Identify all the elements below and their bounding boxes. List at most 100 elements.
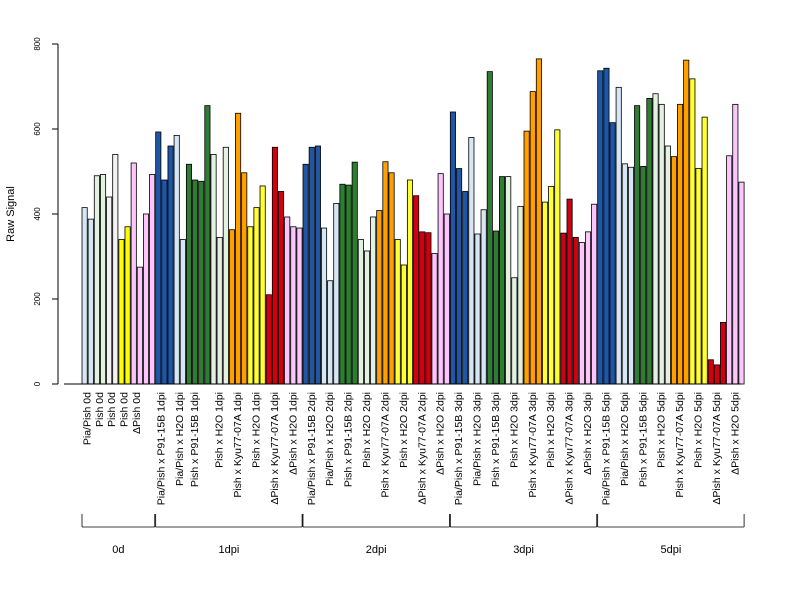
bar-0d-4-1 [136, 266, 143, 385]
category-label: Pia/Pish x H2O 5dpi [619, 392, 631, 486]
category-label: Pish x Kyu77-07A 1dpi [232, 392, 244, 498]
bar-2dpi-5-1 [400, 264, 407, 385]
bar-0d-3-1 [124, 226, 131, 385]
group-label-2dpi: 2dpi [366, 544, 387, 556]
group-brackets-layer: 0d 1dpi 2dpi 3dpi 5dpi [81, 514, 745, 556]
bar-1dpi-4-0 [204, 105, 211, 385]
bar-3dpi-6-2 [572, 236, 579, 385]
bar-5dpi-6-0 [707, 359, 714, 385]
bar-0d-4-0 [130, 162, 137, 385]
bar-2dpi-6-2 [425, 232, 432, 385]
group-label-0d: 0d [112, 544, 124, 556]
bar-0d-1-1 [100, 174, 107, 385]
category-label: Pish x Kyu77-07A 3dpi [527, 392, 539, 498]
group-label-3dpi: 3dpi [513, 544, 534, 556]
bar-5dpi-4-0 [670, 156, 677, 385]
y-tick-label: 600 [33, 122, 42, 136]
y-axis-title: Raw Signal [5, 186, 17, 242]
category-label: ΔPish x H2O 5dpi [729, 392, 741, 475]
category-label: Pish x P91-15B 1dpi [189, 392, 201, 487]
bar-1dpi-7-0 [247, 226, 254, 385]
bar-1dpi-7-1 [253, 207, 260, 385]
category-label: Pish x H2O 5dpi [693, 392, 705, 468]
bar-3dpi-4-1 [529, 91, 536, 385]
bar-2dpi-2-2 [351, 161, 358, 385]
category-label: Pish x H2O 3dpi [545, 392, 557, 468]
category-label: Pia/Pish x H2O 3dpi [472, 392, 484, 486]
bar-1dpi-6-1 [235, 112, 242, 385]
bar-2dpi-1-2 [333, 202, 340, 385]
bar-3dpi-5-0 [542, 201, 549, 385]
bar-2dpi-2-1 [345, 184, 352, 385]
bar-2dpi-1-0 [321, 227, 328, 385]
bar-3dpi-3-2 [517, 205, 524, 385]
bar-1dpi-9-1 [290, 226, 297, 385]
bar-1dpi-6-2 [241, 172, 248, 385]
bar-1dpi-0-0 [155, 131, 162, 385]
bar-1dpi-7-2 [259, 185, 266, 385]
bar-1dpi-2-0 [173, 134, 180, 385]
bar-5dpi-3-0 [652, 93, 659, 385]
category-label: Pia/Pish x P91-15B 2dpi [306, 392, 318, 505]
bar-5dpi-1-1 [621, 163, 628, 385]
category-label: Pish x H2O 3dpi [508, 392, 520, 468]
category-label: Pish 0d [106, 392, 118, 427]
bar-1dpi-9-0 [284, 216, 291, 385]
bar-1dpi-2-1 [179, 239, 186, 385]
bar-3dpi-7-2 [591, 203, 598, 385]
bar-0d-2-1 [112, 154, 119, 385]
category-label: Pia/Pish x P91-15B 1dpi [155, 392, 167, 505]
category-label: ΔPish x H2O 2dpi [435, 392, 447, 475]
bar-3dpi-0-1 [456, 168, 463, 385]
category-label: Pia/Pish x H2O 2dpi [324, 392, 336, 486]
group-label-5dpi: 5dpi [661, 544, 682, 556]
category-label: ΔPish x Kyu77-07A 1dpi [269, 392, 281, 505]
bar-5dpi-2-1 [640, 165, 647, 385]
bar-5dpi-7-2 [738, 181, 745, 385]
bar-0d-0-0 [81, 207, 88, 385]
bar-3dpi-4-2 [535, 58, 542, 385]
group-label-1dpi: 1dpi [219, 544, 240, 556]
bar-1dpi-3-1 [192, 179, 199, 385]
category-label: Pish x P91-15B 3dpi [490, 392, 502, 487]
bar-3dpi-1-2 [480, 209, 487, 385]
category-label: Pish x H2O 1dpi [251, 392, 263, 468]
bar-5dpi-7-1 [732, 103, 739, 385]
category-label: Pia/Pish 0d [82, 392, 94, 445]
bar-1dpi-8-1 [271, 146, 278, 385]
category-label: Pish x H2O 1dpi [214, 392, 226, 468]
bar-5dpi-1-0 [615, 86, 622, 385]
bar-5dpi-3-1 [658, 103, 665, 385]
bar-5dpi-4-1 [677, 103, 684, 385]
category-label: Pish x P91-15B 5dpi [637, 392, 649, 487]
bar-2dpi-3-2 [370, 216, 377, 385]
category-label: ΔPish x Kyu77-07A 5dpi [711, 392, 723, 505]
bar-2dpi-5-2 [406, 179, 413, 385]
bar-3dpi-5-2 [554, 129, 561, 385]
bar-3dpi-7-0 [578, 242, 585, 385]
bar-1dpi-0-1 [161, 179, 168, 385]
bar-2dpi-2-0 [339, 183, 346, 385]
category-labels-layer: Pia/Pish 0d Pish 0d Pish 0d Pish 0d ΔPish 0d… [82, 392, 742, 505]
bar-0d-0-1 [87, 218, 94, 385]
category-label: ΔPish x Kyu77-07A 3dpi [564, 392, 576, 505]
bar-3dpi-1-0 [468, 137, 475, 385]
bar-1dpi-3-2 [198, 180, 205, 385]
bar-2dpi-0-2 [314, 145, 321, 385]
bar-3dpi-5-1 [548, 185, 555, 385]
category-label: Pish 0d [119, 392, 131, 427]
bar-3dpi-6-1 [566, 198, 573, 385]
bar-0d-1-0 [93, 175, 100, 385]
bar-5dpi-6-1 [713, 364, 720, 385]
bar-1dpi-5-1 [216, 236, 223, 385]
bar-5dpi-0-0 [597, 70, 604, 385]
bar-5dpi-0-1 [603, 67, 610, 385]
bar-3dpi-0-0 [449, 111, 456, 385]
bar-1dpi-6-0 [228, 229, 235, 385]
category-label: ΔPish x H2O 1dpi [287, 392, 299, 475]
bar-2dpi-4-2 [388, 172, 395, 385]
bar-2dpi-7-1 [437, 173, 444, 385]
bar-2dpi-4-1 [382, 161, 389, 385]
category-label: Pia/Pish x P91-15B 5dpi [600, 392, 612, 505]
